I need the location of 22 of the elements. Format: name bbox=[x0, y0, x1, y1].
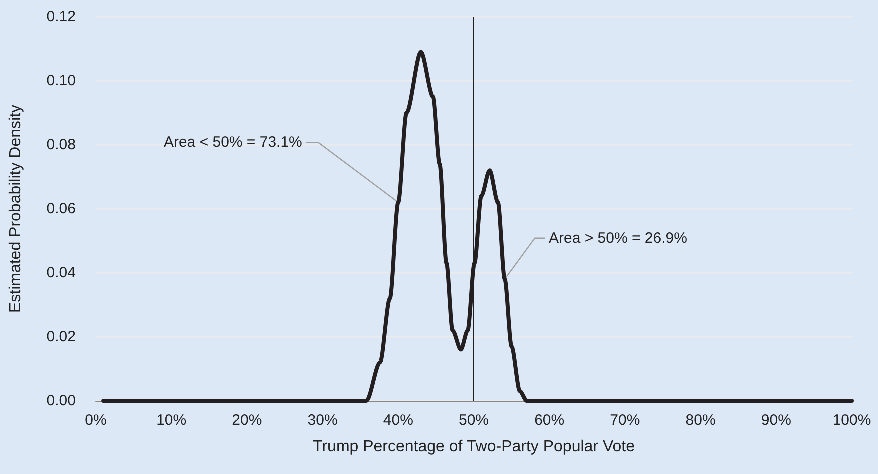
annotation: Area > 50% = 26.9% bbox=[548, 230, 688, 247]
y-axis-title: Estimated Probability Density bbox=[8, 104, 24, 314]
x-tick-label: 100% bbox=[832, 412, 872, 429]
x-tick-label: 40% bbox=[383, 412, 414, 429]
x-tick-label: 0% bbox=[85, 412, 107, 429]
y-tick-label: 0.04 bbox=[46, 264, 76, 282]
x-tick-label: 50% bbox=[458, 412, 490, 429]
x-tick-label: 30% bbox=[308, 412, 338, 429]
x-tick-label: 70% bbox=[610, 412, 640, 429]
y-tick-label: 0.02 bbox=[46, 328, 76, 346]
x-tick-label: 60% bbox=[534, 412, 565, 429]
x-tick-label: 10% bbox=[156, 412, 187, 429]
x-tick-label: 20% bbox=[232, 412, 262, 429]
y-tick-label: 0.10 bbox=[46, 72, 76, 90]
y-tick-label: 0.06 bbox=[46, 200, 76, 218]
x-axis-title: Trump Percentage of Two-Party Popular Vote bbox=[313, 438, 636, 456]
annotation: Area < 50% = 73.1% bbox=[164, 134, 302, 152]
x-tick-label: 90% bbox=[761, 412, 792, 429]
y-tick-label: 0.08 bbox=[46, 136, 76, 154]
x-tick-label: 80% bbox=[686, 412, 716, 429]
y-tick-label: 0.00 bbox=[46, 392, 76, 410]
y-tick-label: 0.12 bbox=[46, 8, 76, 26]
